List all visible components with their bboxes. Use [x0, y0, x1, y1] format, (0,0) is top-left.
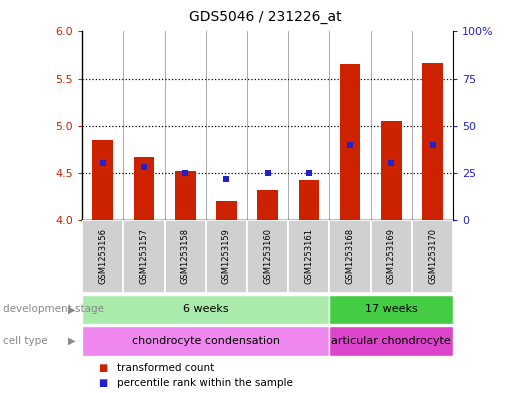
Bar: [92, 140, 113, 220]
Bar: [216, 201, 237, 220]
Bar: [340, 64, 360, 220]
Text: percentile rank within the sample: percentile rank within the sample: [117, 378, 293, 388]
Text: ■: ■: [98, 363, 107, 373]
Bar: [82, 295, 330, 324]
Text: development stage: development stage: [3, 305, 104, 314]
Bar: [82, 326, 330, 356]
Text: GSM1253161: GSM1253161: [304, 228, 313, 285]
Text: GSM1253169: GSM1253169: [387, 228, 396, 285]
Text: 6 weeks: 6 weeks: [183, 305, 228, 314]
Text: GDS5046 / 231226_at: GDS5046 / 231226_at: [189, 10, 341, 24]
Text: 17 weeks: 17 weeks: [365, 305, 418, 314]
Text: GSM1253156: GSM1253156: [98, 228, 107, 285]
Text: GSM1253168: GSM1253168: [346, 228, 355, 285]
Text: cell type: cell type: [3, 336, 47, 346]
Bar: [370, 220, 412, 293]
Bar: [123, 220, 165, 293]
Bar: [206, 220, 247, 293]
Bar: [412, 220, 453, 293]
Text: ■: ■: [98, 378, 107, 388]
Bar: [134, 157, 154, 220]
Text: GSM1253158: GSM1253158: [181, 228, 190, 285]
Bar: [258, 190, 278, 220]
Bar: [288, 220, 330, 293]
Text: articular chondrocyte: articular chondrocyte: [331, 336, 451, 346]
Bar: [298, 180, 319, 220]
Bar: [175, 171, 196, 220]
Text: ▶: ▶: [68, 305, 76, 314]
Text: GSM1253159: GSM1253159: [222, 228, 231, 285]
Bar: [422, 62, 443, 220]
Bar: [165, 220, 206, 293]
Bar: [330, 326, 453, 356]
Text: GSM1253157: GSM1253157: [139, 228, 148, 285]
Text: chondrocyte condensation: chondrocyte condensation: [132, 336, 280, 346]
Text: transformed count: transformed count: [117, 363, 214, 373]
Bar: [330, 295, 453, 324]
Text: ▶: ▶: [68, 336, 76, 346]
Text: GSM1253170: GSM1253170: [428, 228, 437, 285]
Bar: [381, 121, 402, 220]
Text: GSM1253160: GSM1253160: [263, 228, 272, 285]
Bar: [247, 220, 288, 293]
Bar: [330, 220, 370, 293]
Bar: [82, 220, 123, 293]
